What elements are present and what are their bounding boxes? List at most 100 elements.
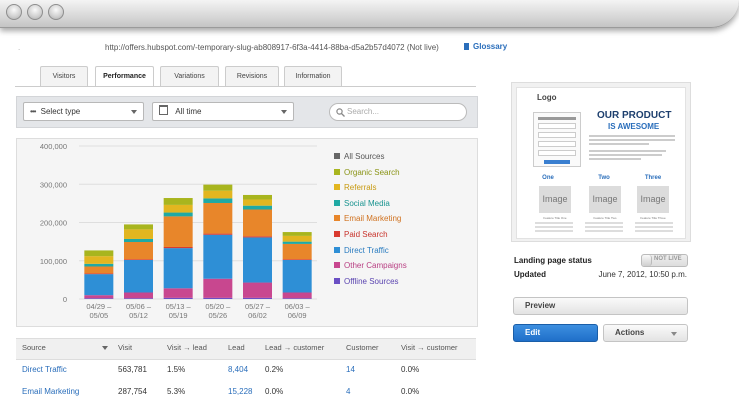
- edit-button[interactable]: Edit: [513, 324, 598, 342]
- updated-value: June 7, 2012, 10:50 p.m.: [598, 270, 687, 279]
- bar-segment[interactable]: [163, 248, 193, 289]
- table-cell-link[interactable]: 4: [346, 387, 351, 396]
- bar-segment[interactable]: [124, 259, 153, 260]
- column-header-visit-lead[interactable]: Visit → lead: [167, 343, 207, 352]
- toggle-knob: [642, 255, 652, 266]
- column-header-visit-customer[interactable]: Visit → customer: [401, 343, 458, 352]
- legend-item[interactable]: Email Marketing: [334, 214, 401, 223]
- bar-segment[interactable]: [163, 204, 193, 213]
- column-header-lead-customer[interactable]: Lead → customer: [265, 343, 325, 352]
- bar-segment[interactable]: [203, 234, 233, 279]
- time-range-select[interactable]: All time: [152, 102, 294, 121]
- close-window-button[interactable]: [6, 4, 22, 20]
- bar-segment[interactable]: [163, 246, 193, 249]
- tab-performance[interactable]: Performance: [95, 66, 154, 87]
- table-cell-link[interactable]: 8,404: [228, 365, 249, 374]
- bar-segment[interactable]: [124, 259, 153, 293]
- bar-segment[interactable]: [84, 273, 114, 275]
- bar-segment[interactable]: [84, 266, 114, 274]
- bar-segment[interactable]: [203, 202, 233, 234]
- updated-label: Updated: [514, 270, 546, 279]
- x-tick-label: 05/13 –: [166, 302, 192, 311]
- legend-item[interactable]: Social Media: [334, 199, 390, 208]
- bar-segment[interactable]: [282, 235, 312, 242]
- legend-item[interactable]: All Sources: [334, 152, 384, 161]
- preview-headline-1: OUR PRODUCT: [597, 110, 672, 121]
- source-type-select[interactable]: ••• Select type: [23, 102, 144, 121]
- bar-segment[interactable]: [163, 297, 193, 299]
- bar-segment[interactable]: [124, 292, 153, 299]
- bar-segment[interactable]: [282, 259, 312, 293]
- bar-segment[interactable]: [243, 194, 272, 200]
- bar-segment[interactable]: [282, 298, 312, 299]
- bar-segment[interactable]: [282, 292, 312, 299]
- source-cell[interactable]: Email Marketing: [22, 387, 80, 396]
- search-input[interactable]: Search...: [329, 103, 467, 121]
- actions-button[interactable]: Actions: [603, 324, 688, 342]
- bar-segment[interactable]: [124, 238, 153, 243]
- table-cell-link[interactable]: 15,228: [228, 387, 253, 396]
- legend-item[interactable]: Organic Search: [334, 168, 400, 177]
- preview-feature-title: Feature Title Two: [593, 216, 617, 220]
- bar-segment[interactable]: [243, 199, 272, 206]
- bar-segment[interactable]: [203, 190, 233, 199]
- bar-segment[interactable]: [124, 229, 153, 239]
- bar-segment[interactable]: [203, 198, 233, 203]
- preview-image: Image: [539, 186, 571, 213]
- bar-segment[interactable]: [243, 209, 272, 237]
- minimize-window-button[interactable]: [27, 4, 43, 20]
- y-tick-label: 200,000: [40, 219, 67, 228]
- table-cell-link[interactable]: 14: [346, 365, 355, 374]
- bar-segment[interactable]: [84, 250, 114, 257]
- tab-information[interactable]: Information: [284, 66, 342, 86]
- bar-segment[interactable]: [282, 241, 312, 244]
- landing-page-preview[interactable]: Logo OUR PRODUCT IS AWESOME One Two Thre…: [511, 82, 691, 242]
- legend-item[interactable]: Offline Sources: [334, 277, 399, 286]
- column-header-source[interactable]: Source: [22, 338, 108, 358]
- bar-segment[interactable]: [282, 243, 312, 260]
- preview-feature-text: [535, 222, 673, 232]
- bar-segment[interactable]: [243, 297, 272, 299]
- live-toggle[interactable]: NOT LIVE: [641, 254, 688, 267]
- bar-segment[interactable]: [84, 298, 114, 299]
- bar-segment[interactable]: [243, 282, 272, 298]
- preview-button[interactable]: Preview: [513, 297, 688, 315]
- bar-segment[interactable]: [163, 216, 193, 247]
- bar-segment[interactable]: [124, 298, 153, 299]
- bar-segment[interactable]: [84, 274, 114, 296]
- bar-segment[interactable]: [84, 295, 114, 299]
- x-tick-label: 05/12: [129, 311, 148, 320]
- glossary-link[interactable]: Glossary: [464, 42, 507, 51]
- legend-item[interactable]: Paid Search: [334, 230, 388, 239]
- bar-segment[interactable]: [243, 205, 272, 210]
- bar-segment[interactable]: [124, 224, 153, 230]
- column-header-visit[interactable]: Visit: [118, 343, 133, 352]
- bar-segment[interactable]: [124, 242, 153, 260]
- tab-visitors[interactable]: Visitors: [40, 66, 88, 86]
- legend-item[interactable]: Referrals: [334, 183, 376, 192]
- bar-segment[interactable]: [243, 236, 272, 238]
- bar-segment[interactable]: [84, 263, 114, 267]
- legend-item[interactable]: Other Campaigns: [334, 261, 407, 270]
- tab-revisions[interactable]: Revisions: [225, 66, 279, 86]
- legend-label: Direct Traffic: [344, 245, 389, 255]
- bar-segment[interactable]: [163, 212, 193, 217]
- bar-segment[interactable]: [282, 232, 312, 236]
- bar-segment[interactable]: [203, 278, 233, 298]
- x-tick-label: 05/05: [89, 311, 108, 320]
- column-header-lead[interactable]: Lead: [228, 343, 245, 352]
- tab-variations[interactable]: Variations: [160, 66, 219, 86]
- source-cell[interactable]: Direct Traffic: [22, 365, 67, 374]
- bar-segment[interactable]: [282, 259, 312, 260]
- bar-segment[interactable]: [243, 237, 272, 283]
- legend-item[interactable]: Direct Traffic: [334, 246, 389, 255]
- bar-segment[interactable]: [163, 288, 193, 298]
- bar-segment[interactable]: [203, 233, 233, 235]
- zoom-window-button[interactable]: [48, 4, 64, 20]
- bar-segment[interactable]: [84, 256, 114, 264]
- table-cell: 0.2%: [265, 365, 284, 374]
- bar-segment[interactable]: [163, 198, 193, 205]
- bar-segment[interactable]: [203, 184, 233, 191]
- bar-segment[interactable]: [203, 297, 233, 299]
- column-header-customer[interactable]: Customer: [346, 343, 379, 352]
